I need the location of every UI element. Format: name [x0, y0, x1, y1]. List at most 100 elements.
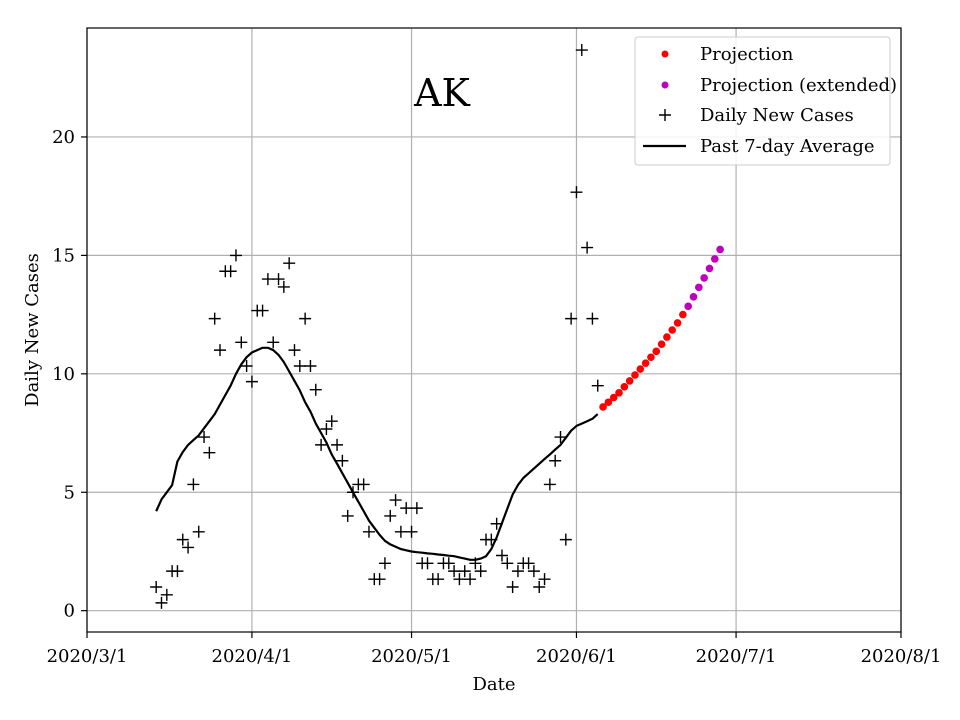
projection-point	[657, 340, 666, 349]
daily-case-point	[315, 438, 328, 451]
daily-case-point	[495, 549, 508, 562]
daily-case-point	[506, 580, 519, 593]
daily-case-point	[458, 565, 471, 578]
daily-case-point	[277, 280, 290, 293]
daily-case-point	[176, 533, 189, 546]
y-tick-label: 15	[52, 245, 75, 266]
daily-case-point	[288, 344, 301, 357]
daily-case-point	[267, 336, 280, 349]
projection-point	[679, 310, 687, 319]
projection-extended-point	[716, 245, 724, 254]
plot-frame	[86, 27, 902, 633]
daily-case-point	[378, 557, 391, 570]
daily-case-point	[394, 525, 407, 538]
daily-case-point	[511, 565, 524, 578]
daily-case-point	[347, 486, 360, 499]
daily-case-point	[171, 565, 184, 578]
daily-case-point	[448, 565, 461, 578]
projection-point	[647, 353, 655, 362]
legend-box	[634, 36, 891, 166]
legend-daily-marker	[659, 109, 671, 121]
projection-point	[625, 377, 634, 385]
daily-case-point	[559, 533, 572, 546]
y-tick-label: 10	[52, 364, 75, 385]
daily-case-point	[490, 517, 503, 530]
daily-case-point	[187, 478, 200, 491]
projection-point	[631, 371, 639, 379]
daily-case-point	[400, 502, 413, 515]
daily-case-point	[336, 454, 349, 467]
projection-extended-point	[705, 264, 714, 273]
daily-case-point	[421, 557, 434, 570]
x-tick-label: 2020/6/1	[536, 646, 617, 667]
x-tick-label: 2020/7/1	[696, 646, 777, 667]
projection-point	[652, 347, 661, 356]
average-line	[155, 346, 599, 561]
daily-case-point	[373, 573, 386, 586]
plot-marks	[150, 44, 724, 609]
daily-case-point	[533, 580, 546, 593]
daily-case-point	[522, 557, 535, 570]
projection-point	[673, 319, 682, 327]
daily-case-point	[192, 525, 205, 538]
daily-case-point	[453, 573, 466, 586]
daily-case-point	[203, 446, 216, 459]
daily-case-point	[283, 257, 296, 270]
chart-title: AK	[413, 71, 470, 115]
daily-case-point	[485, 533, 498, 546]
daily-case-point	[224, 265, 237, 278]
y-tick-label: 0	[64, 601, 75, 622]
daily-case-point	[341, 509, 354, 522]
legend-projection-extended-label: Projection (extended)	[700, 75, 897, 96]
daily-case-point	[442, 557, 455, 570]
projection-point	[620, 383, 629, 391]
daily-case-point	[331, 438, 344, 451]
projection-point	[668, 326, 677, 334]
daily-case-point	[384, 509, 397, 522]
daily-case-point	[586, 312, 599, 325]
daily-case-point	[293, 360, 306, 373]
daily-case-point	[543, 478, 556, 491]
projection-point	[609, 393, 618, 402]
y-tick-label: 5	[64, 482, 75, 503]
projection-point	[663, 333, 671, 341]
daily-case-point	[565, 312, 578, 325]
axis-ticks: 2020/3/1 2020/4/1 2020/5/1 2020/6/1 2020/7/1…	[47, 127, 942, 667]
daily-case-point	[464, 573, 477, 586]
daily-case-point	[309, 383, 322, 396]
projection-extended-point	[689, 293, 698, 301]
daily-case-point	[299, 312, 312, 325]
daily-case-point	[240, 360, 253, 373]
daily-case-point	[235, 336, 248, 349]
legend: Projection Projection (extended) Daily N…	[634, 36, 897, 166]
daily-case-point	[474, 565, 487, 578]
projection-extended-point	[695, 283, 703, 292]
x-tick-label: 2020/4/1	[212, 646, 293, 667]
projection-extended-point	[684, 302, 692, 311]
daily-case-point	[549, 454, 562, 467]
daily-case-point	[198, 431, 211, 444]
projection-point	[615, 388, 623, 397]
legend-average-label: Past 7-day Average	[700, 136, 875, 157]
legend-projection-label: Projection	[700, 44, 794, 65]
projection-point	[604, 398, 613, 407]
projection-point	[636, 365, 645, 373]
daily-case-point	[389, 494, 402, 507]
daily-case-point	[320, 423, 333, 436]
daily-case-point	[501, 557, 514, 570]
daily-case-point	[304, 360, 317, 373]
daily-case-point	[256, 304, 269, 317]
daily-case-point	[432, 573, 445, 586]
legend-projection-extended-marker	[661, 81, 669, 89]
daily-case-point	[160, 588, 173, 601]
daily-case-point	[357, 478, 370, 491]
daily-case-point	[581, 241, 594, 254]
daily-case-point	[469, 557, 482, 570]
daily-case-point	[538, 573, 551, 586]
daily-case-point	[527, 565, 540, 578]
daily-case-point	[405, 525, 418, 538]
daily-case-point	[182, 541, 195, 554]
daily-case-point	[570, 186, 583, 199]
daily-case-point	[362, 525, 375, 538]
x-axis-label: Date	[472, 674, 515, 695]
